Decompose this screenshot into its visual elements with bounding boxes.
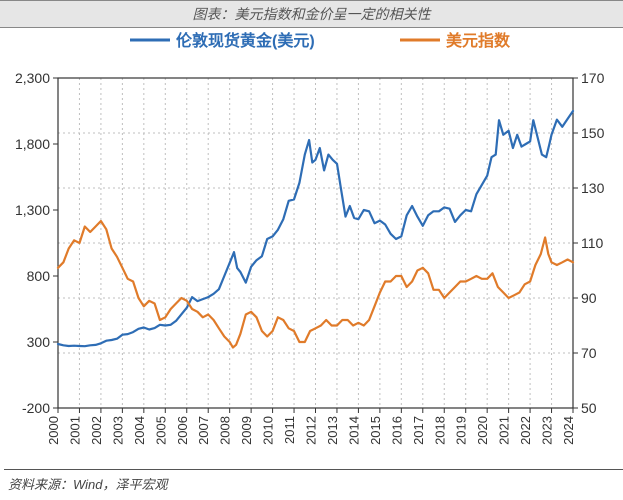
svg-text:2014: 2014 (346, 416, 361, 445)
svg-text:2018: 2018 (432, 416, 447, 445)
svg-text:2017: 2017 (411, 416, 426, 445)
svg-text:1,300: 1,300 (15, 202, 50, 218)
svg-text:2009: 2009 (239, 416, 254, 445)
svg-text:2002: 2002 (89, 416, 104, 445)
svg-text:2020: 2020 (475, 416, 490, 445)
svg-text:2015: 2015 (368, 416, 383, 445)
line-chart-svg: -200 300 800 1,300 1,800 2,300 50 70 90 110 130 150… (0, 26, 623, 470)
svg-text:2004: 2004 (132, 416, 147, 445)
svg-text:2019: 2019 (454, 416, 469, 445)
svg-text:2021: 2021 (497, 416, 512, 445)
svg-text:150: 150 (581, 125, 605, 141)
svg-text:2013: 2013 (325, 416, 340, 445)
chart-title: 图表：美元指数和金价呈一定的相关性 (0, 0, 623, 28)
svg-text:2000: 2000 (46, 416, 61, 445)
svg-text:2012: 2012 (304, 416, 319, 445)
svg-text:2006: 2006 (175, 416, 190, 445)
svg-text:2007: 2007 (196, 416, 211, 445)
svg-text:2003: 2003 (110, 416, 125, 445)
svg-text:2024: 2024 (561, 416, 576, 445)
svg-text:美元指数: 美元指数 (446, 31, 511, 50)
svg-text:70: 70 (581, 345, 597, 361)
chart-footer: 资料来源：Wind，泽平宏观 (4, 469, 623, 500)
svg-text:90: 90 (581, 290, 597, 306)
svg-text:2011: 2011 (282, 416, 297, 444)
svg-text:伦敦现货黄金(美元): 伦敦现货黄金(美元) (176, 31, 315, 50)
svg-text:50: 50 (581, 400, 597, 416)
svg-text:2016: 2016 (389, 416, 404, 445)
svg-text:2005: 2005 (153, 416, 168, 445)
svg-text:2,300: 2,300 (15, 70, 50, 86)
chart-area: -200 300 800 1,300 1,800 2,300 50 70 90 110 130 150… (0, 26, 623, 470)
svg-text:2023: 2023 (540, 416, 555, 445)
svg-text:800: 800 (27, 268, 51, 284)
svg-text:2022: 2022 (518, 416, 533, 445)
svg-text:170: 170 (581, 70, 605, 86)
svg-text:110: 110 (581, 235, 604, 251)
svg-text:-200: -200 (22, 400, 50, 416)
svg-text:2010: 2010 (261, 416, 276, 445)
svg-text:300: 300 (27, 334, 51, 350)
svg-text:1,800: 1,800 (15, 136, 50, 152)
svg-text:130: 130 (581, 180, 605, 196)
svg-text:2008: 2008 (218, 416, 233, 445)
svg-text:2001: 2001 (67, 416, 82, 445)
